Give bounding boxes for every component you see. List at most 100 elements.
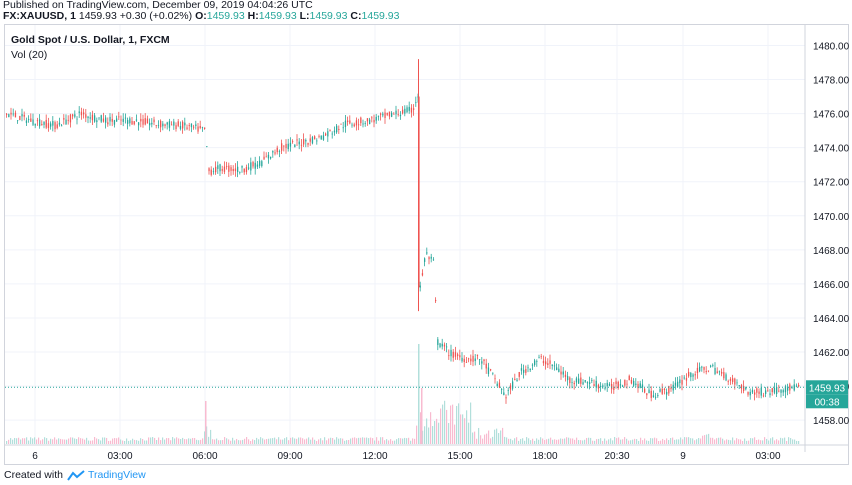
volume-bar bbox=[232, 437, 234, 444]
candle-body bbox=[507, 389, 509, 391]
candle-body bbox=[558, 368, 560, 372]
volume-bar bbox=[452, 404, 454, 444]
y-tick-label: 1480.00 bbox=[813, 41, 850, 52]
volume-bar bbox=[578, 440, 580, 444]
countdown-text: 00:38 bbox=[814, 397, 839, 408]
volume-bar bbox=[410, 440, 412, 444]
candle-body bbox=[118, 116, 120, 118]
volume-bar bbox=[792, 439, 794, 444]
volume-bar bbox=[640, 437, 642, 444]
volume-bar bbox=[662, 438, 664, 444]
volume-bar bbox=[310, 439, 312, 444]
volume-bar bbox=[680, 437, 682, 444]
candle-body bbox=[228, 165, 230, 172]
volume-bar bbox=[786, 440, 788, 444]
candle-body bbox=[553, 365, 556, 367]
volume-bar bbox=[332, 437, 334, 444]
chart-frame[interactable] bbox=[4, 24, 849, 465]
volume-bar bbox=[532, 438, 534, 444]
volume-bar bbox=[258, 439, 260, 444]
volume-bar bbox=[690, 438, 692, 444]
volume-bar bbox=[186, 439, 188, 444]
candle-body bbox=[96, 120, 98, 123]
legend-title[interactable]: Gold Spot / U.S. Dollar, 1, FXCM bbox=[11, 34, 170, 46]
volume-bar bbox=[694, 440, 696, 444]
candle-body bbox=[349, 120, 351, 124]
volume-bar bbox=[378, 440, 380, 444]
candle-body bbox=[677, 381, 679, 387]
volume-bar bbox=[408, 437, 410, 444]
volume-bar bbox=[318, 439, 320, 444]
y-tick-label: 1474.00 bbox=[813, 144, 850, 155]
created-with-text: Created with bbox=[4, 469, 63, 481]
symbol[interactable]: FX:XAUUSD, 1 bbox=[3, 10, 76, 22]
volume-bar bbox=[670, 437, 672, 444]
volume-bar bbox=[762, 440, 764, 444]
volume-bar bbox=[20, 439, 22, 444]
candle-body bbox=[336, 125, 338, 133]
candle-body bbox=[193, 126, 195, 128]
x-tick-label: 6 bbox=[32, 451, 38, 462]
quote-line: FX:XAUUSD, 1 1459.93 +0.30 (+0.02%) O:14… bbox=[3, 11, 399, 22]
candle-body bbox=[787, 387, 789, 391]
volume-bar bbox=[166, 438, 168, 444]
candle-body bbox=[701, 366, 703, 368]
candle-body bbox=[131, 120, 133, 125]
volume-bar bbox=[446, 409, 448, 444]
volume-bar bbox=[778, 440, 780, 444]
candle-body bbox=[439, 343, 441, 348]
candle-body bbox=[100, 115, 102, 122]
candle-body bbox=[252, 161, 254, 167]
candle-body bbox=[716, 371, 718, 373]
price-change: +0.30 (+0.02%) bbox=[119, 10, 193, 22]
candle-body bbox=[798, 384, 800, 387]
volume-bar bbox=[176, 437, 178, 444]
volume-bar bbox=[208, 436, 210, 444]
tradingview-brand[interactable]: TradingView bbox=[87, 469, 146, 481]
candle-body bbox=[54, 122, 56, 130]
volume-bar bbox=[380, 437, 382, 444]
volume-bar bbox=[374, 440, 376, 444]
legend-volume[interactable]: Vol (20) bbox=[11, 49, 48, 61]
volume-bar bbox=[498, 433, 500, 444]
volume-bar bbox=[174, 438, 176, 444]
candle-body bbox=[261, 161, 263, 167]
volume-bar bbox=[274, 437, 276, 444]
candle-body bbox=[320, 135, 322, 140]
volume-bar bbox=[400, 438, 402, 444]
candle-body bbox=[688, 371, 690, 377]
volume-bar bbox=[266, 439, 268, 444]
candle-body bbox=[289, 142, 292, 147]
volume-bar bbox=[286, 437, 288, 444]
volume-bar bbox=[708, 433, 710, 444]
candle-body bbox=[690, 372, 692, 378]
volume-bar bbox=[392, 440, 394, 444]
candle-body bbox=[179, 126, 182, 129]
volume-bar bbox=[740, 439, 742, 444]
candle-body bbox=[360, 117, 362, 124]
volume-bar bbox=[736, 438, 738, 444]
volume-bar bbox=[10, 438, 12, 444]
volume-bar bbox=[702, 435, 704, 444]
candle-body bbox=[232, 169, 234, 172]
candle-body bbox=[492, 372, 494, 374]
last-price: 1459.93 bbox=[78, 10, 117, 22]
volume-bar bbox=[148, 437, 150, 444]
volume-bar bbox=[344, 440, 346, 444]
volume-bar bbox=[728, 439, 730, 444]
candle-body bbox=[437, 339, 439, 345]
volume-bar bbox=[230, 440, 232, 444]
volume-bar bbox=[572, 438, 574, 444]
candle-body bbox=[366, 118, 369, 122]
volume-bar bbox=[596, 439, 598, 444]
x-tick-label: 03:00 bbox=[755, 451, 780, 462]
candle-body bbox=[633, 380, 635, 386]
candle-body bbox=[514, 378, 516, 381]
volume-bar bbox=[140, 438, 142, 444]
volume-bar bbox=[688, 437, 690, 444]
volume-bar bbox=[6, 440, 8, 444]
volume-bar bbox=[188, 438, 190, 444]
candle-body bbox=[773, 387, 776, 393]
candle-body bbox=[615, 381, 617, 385]
